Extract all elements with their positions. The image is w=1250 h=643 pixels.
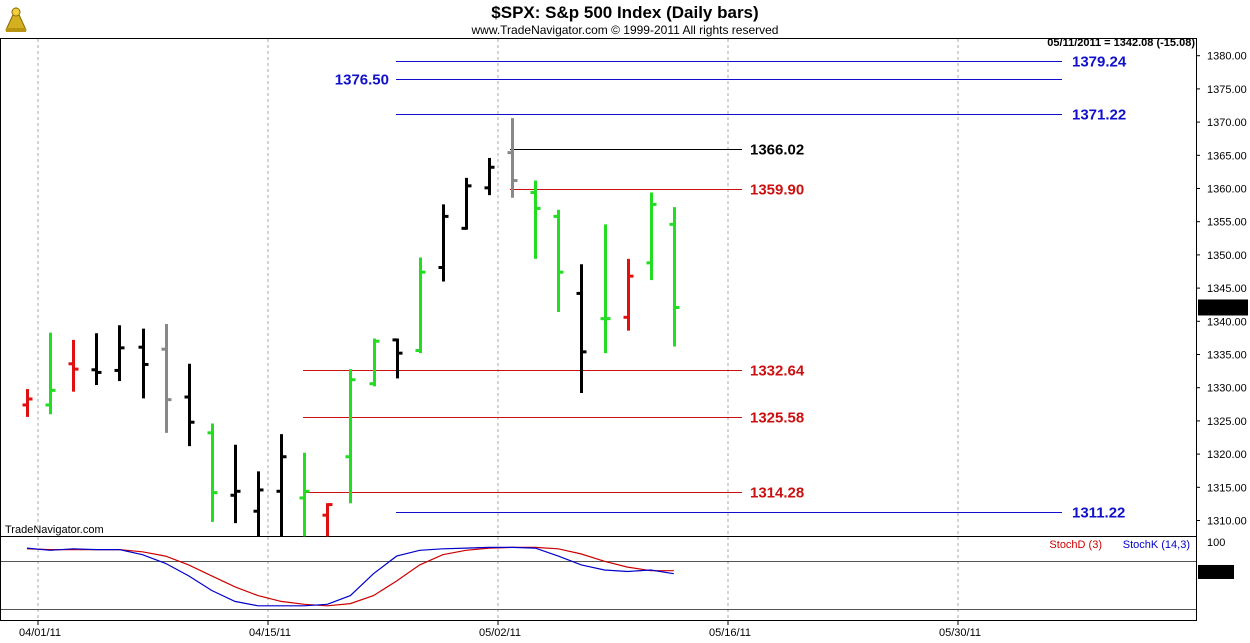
ohlc-bar — [138, 328, 149, 399]
ohlc-bar — [507, 118, 518, 198]
ohlc-bar — [45, 332, 56, 415]
date-axis: 04/01/11 04/15/11 05/02/11 05/16/11 05/30/11 — [19, 620, 981, 639]
price-pane — [0, 38, 1197, 537]
price-level-label: 1371.22 — [1072, 107, 1126, 124]
last-price-label: 1342.08 — [1203, 302, 1243, 314]
stoch-top-label: 100 — [1207, 537, 1225, 549]
ohlc-bar — [22, 389, 33, 417]
price-level-label: 1332.64 — [750, 363, 805, 380]
ohlc-bar — [345, 369, 356, 504]
ohlc-bar — [91, 333, 102, 386]
stoch-last-label: 60.31 — [1202, 567, 1230, 579]
price-tick-label: 1345.00 — [1207, 283, 1247, 295]
ohlc-bar — [415, 257, 426, 354]
date-tick-label: 05/30/11 — [939, 627, 981, 639]
price-tick-label: 1335.00 — [1207, 350, 1247, 362]
ohlc-bar — [553, 209, 564, 313]
ohlc-bar — [322, 503, 333, 537]
ohlc-bar — [114, 325, 125, 382]
price-level-label: 1311.22 — [1072, 505, 1125, 522]
price-tick-label: 1375.00 — [1207, 84, 1247, 96]
ohlc-bar — [276, 434, 287, 537]
price-tick-label: 1330.00 — [1207, 383, 1247, 395]
price-level-label: 1366.02 — [750, 142, 804, 159]
stoch-k-legend: StochK (14,3) — [1123, 539, 1190, 551]
price-tick-label: 1380.00 — [1207, 51, 1247, 63]
price-tick-label: 1365.00 — [1207, 150, 1247, 162]
stoch-d-line — [26, 546, 674, 607]
chart-title: $SPX: S&p 500 Index (Daily bars) — [491, 3, 758, 22]
price-tick-label: 1320.00 — [1207, 449, 1247, 461]
ohlc-bar — [369, 338, 380, 387]
price-tick-label: 1325.00 — [1207, 416, 1247, 428]
ohlc-bar — [230, 444, 241, 524]
price-tick-label: 1315.00 — [1207, 482, 1247, 494]
price-tick-label: 1310.00 — [1207, 516, 1247, 528]
stoch-d-legend: StochD (3) — [1049, 539, 1102, 551]
price-level-label: 1314.28 — [750, 485, 804, 502]
chart-subtitle: www.TradeNavigator.com © 1999-2011 All r… — [471, 23, 779, 37]
ohlc-bar — [530, 180, 541, 259]
ohlc-bar — [392, 338, 403, 379]
quote-readout: 05/11/2011 = 1342.08 (-15.08) — [1047, 37, 1195, 49]
ohlc-bar — [299, 452, 310, 537]
price-tick-label: 1360.00 — [1207, 184, 1247, 196]
price-level-label: 1325.58 — [750, 410, 804, 427]
price-tick-label: 1340.00 — [1207, 316, 1247, 328]
ohlc-bar — [161, 323, 172, 433]
stochastic-indicator: 100 60.31 StochD (3) StochK (14,3) — [1, 537, 1234, 610]
date-tick-label: 05/16/11 — [709, 627, 751, 639]
price-tick-label: 1370.00 — [1207, 117, 1247, 129]
price-tick-label: 1350.00 — [1207, 250, 1247, 262]
date-tick-label: 04/15/11 — [249, 627, 291, 639]
ohlc-bar — [646, 192, 657, 281]
trade-navigator-logo-icon — [2, 2, 30, 36]
ohlc-bar — [576, 264, 587, 394]
date-tick-label: 04/01/11 — [19, 627, 61, 639]
ohlc-bar — [484, 157, 495, 196]
ohlc-bar — [600, 224, 611, 354]
ohlc-bar — [438, 204, 449, 282]
price-level-label: 1359.90 — [750, 182, 804, 199]
last-price-box — [1198, 299, 1248, 316]
watermark-text: TradeNavigator.com — [5, 524, 104, 536]
stoch-k-line — [26, 546, 674, 607]
price-tick-label: 1355.00 — [1207, 217, 1247, 229]
ohlc-bar — [461, 177, 472, 230]
price-levels: 1379.24 1376.50 1371.22 1366.02 1359.90 1332.… — [303, 54, 1127, 522]
stochastic-pane — [0, 536, 1197, 621]
ohlc-bar — [623, 258, 634, 331]
ohlc-bar — [184, 363, 195, 447]
ohlc-bar — [207, 423, 218, 522]
ohlc-bars — [22, 118, 680, 537]
price-level-label: 1376.50 — [335, 72, 389, 89]
stoch-last-box — [1198, 564, 1234, 579]
date-tick-label: 05/02/11 — [479, 627, 521, 639]
ohlc-bar — [253, 471, 264, 537]
ohlc-bar — [68, 339, 79, 392]
ohlc-bar — [669, 207, 680, 347]
price-level-label: 1379.24 — [1072, 54, 1127, 71]
price-axis: 1310.00 1315.00 1320.00 1325.00 1330.00 1335.… — [1196, 51, 1248, 528]
vertical-gridlines — [37, 39, 959, 620]
